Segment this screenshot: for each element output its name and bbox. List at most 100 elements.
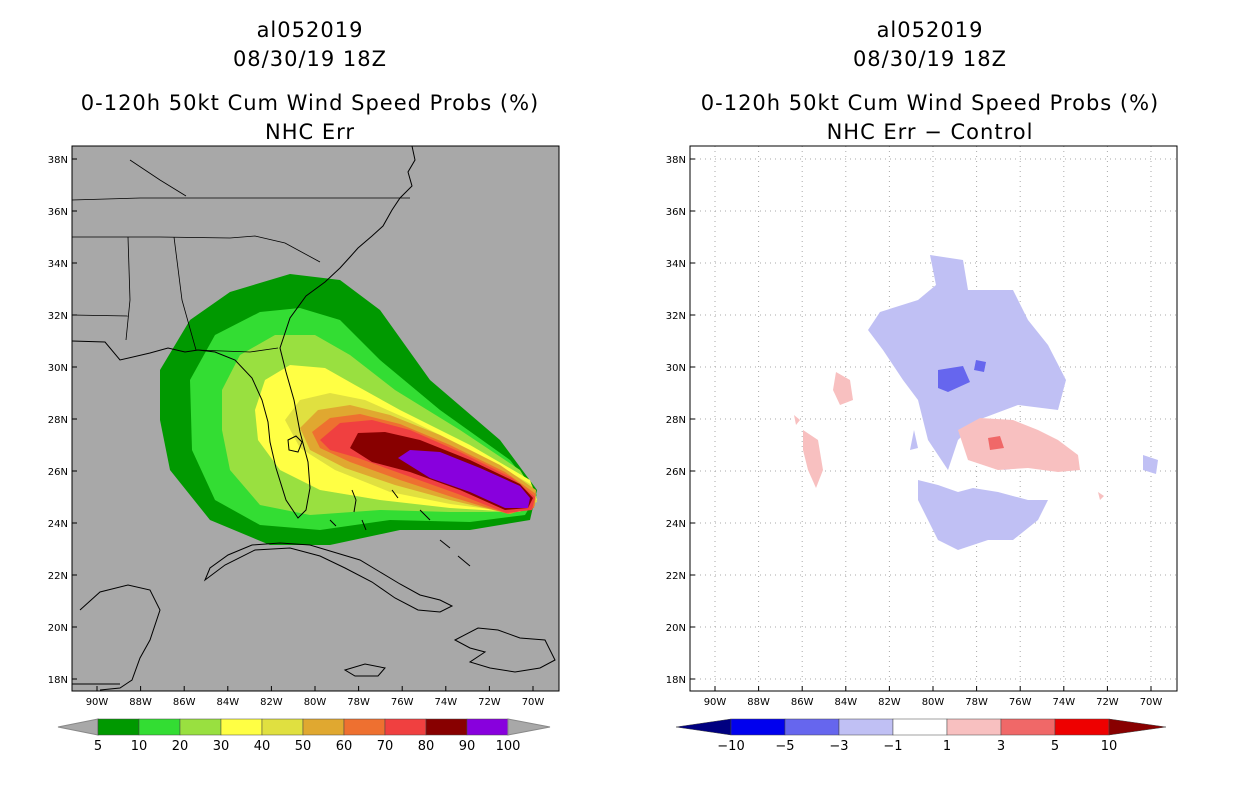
colorbar-swatch [1000, 718, 1056, 736]
lon-label: 88W [747, 697, 770, 708]
lat-label: 22N [48, 571, 68, 582]
lat-label: 30N [666, 363, 686, 374]
colorbar-swatch [138, 718, 181, 736]
lat-label: 24N [666, 519, 686, 530]
left-subtitle: NHC Err [264, 120, 355, 144]
lon-label: 74W [1052, 697, 1075, 708]
left-lon-labels: 90W 88W 86W 84W 82W 80W 78W 76W 74W 72W 70W [86, 686, 545, 708]
colorbar-label: 10 [1101, 739, 1118, 754]
colorbar-label: 80 [418, 739, 435, 754]
colorbar-swatch [838, 718, 894, 736]
left-probability-contours [160, 274, 537, 545]
left-datetime: 08/30/19 18Z [232, 47, 388, 71]
colorbar-label: 40 [254, 739, 271, 754]
right-map-panel: 38N 36N 34N 32N 30N 28N 26N 24N 22N 20N 18N 90W 88W… [666, 145, 1178, 754]
lat-label: 26N [48, 467, 68, 478]
lat-label: 30N [48, 363, 68, 374]
colorbar-swatch [220, 718, 263, 736]
lat-label: 26N [666, 467, 686, 478]
lat-label: 24N [48, 519, 68, 530]
lat-label: 36N [48, 207, 68, 218]
right-lon-labels: 90W 88W 86W 84W 82W 80W 78W 76W 74W 72W 70W [704, 686, 1163, 708]
lat-label: 38N [666, 155, 686, 166]
colorbar-swatch [343, 718, 386, 736]
lat-label: 18N [48, 675, 68, 686]
colorbar-label: 70 [377, 739, 394, 754]
left-storm-id: al052019 [256, 18, 364, 42]
right-lat-labels: 38N 36N 34N 32N 30N 28N 26N 24N 22N 20N 18N [666, 155, 695, 686]
lat-label: 34N [48, 259, 68, 270]
colorbar-label: 60 [336, 739, 353, 754]
colorbar-low-arrow [57, 718, 99, 736]
colorbar-high-arrow [507, 718, 551, 736]
left-lat-labels: 38N 36N 34N 32N 30N 28N 26N 24N 22N 20N 18N [48, 155, 77, 686]
lon-label: 84W [216, 697, 239, 708]
colorbar-low-arrow [675, 718, 732, 736]
right-gridlines [690, 146, 1177, 691]
colorbar-label: 20 [172, 739, 189, 754]
lon-label: 84W [834, 697, 857, 708]
colorbar-label: 3 [997, 739, 1005, 754]
lat-label: 32N [666, 311, 686, 322]
colorbar-swatch [946, 718, 1002, 736]
lon-label: 72W [478, 697, 501, 708]
lon-label: 76W [1009, 697, 1032, 708]
colorbar-swatch [466, 718, 509, 736]
colorbar-label: −1 [883, 739, 902, 754]
colorbar-swatch [97, 718, 140, 736]
colorbar-swatch [384, 718, 427, 736]
lon-label: 76W [391, 697, 414, 708]
colorbar-label: −5 [775, 739, 794, 754]
lon-label: 82W [878, 697, 901, 708]
colorbar-swatch [179, 718, 222, 736]
colorbar-label: 5 [94, 739, 102, 754]
colorbar-swatch [425, 718, 468, 736]
lat-label: 32N [48, 311, 68, 322]
lon-label: 80W [304, 697, 327, 708]
lon-label: 80W [922, 697, 945, 708]
left-title: 0-120h 50kt Cum Wind Speed Probs (%) [80, 91, 540, 115]
colorbar-label: 30 [213, 739, 230, 754]
lat-label: 18N [666, 675, 686, 686]
colorbar-swatch [261, 718, 304, 736]
lon-label: 88W [129, 697, 152, 708]
lon-label: 86W [173, 697, 196, 708]
colorbar-label: 50 [295, 739, 312, 754]
lon-label: 74W [434, 697, 457, 708]
lat-label: 22N [666, 571, 686, 582]
lon-label: 90W [704, 697, 727, 708]
colorbar-swatch [730, 718, 786, 736]
colorbar-swatch [784, 718, 840, 736]
colorbar-label: 100 [496, 739, 521, 754]
lat-label: 28N [48, 415, 68, 426]
lat-label: 28N [666, 415, 686, 426]
lon-label: 72W [1096, 697, 1119, 708]
lon-label: 90W [86, 697, 109, 708]
left-colorbar: 5 10 20 30 40 50 60 70 80 90 100 [57, 718, 551, 754]
colorbar-swatch [892, 718, 948, 736]
lon-label: 70W [1140, 697, 1163, 708]
colorbar-label: 90 [459, 739, 476, 754]
colorbar-swatch [1054, 718, 1110, 736]
lon-label: 82W [260, 697, 283, 708]
colorbar-label: −3 [829, 739, 848, 754]
lat-label: 36N [666, 207, 686, 218]
lon-label: 78W [965, 697, 988, 708]
right-title: 0-120h 50kt Cum Wind Speed Probs (%) [700, 91, 1160, 115]
right-colorbar: −10 −5 −3 −1 1 3 5 10 [675, 718, 1167, 754]
colorbar-label: 1 [943, 739, 951, 754]
lat-label: 20N [48, 623, 68, 634]
lon-label: 78W [347, 697, 370, 708]
right-subtitle: NHC Err − Control [826, 120, 1034, 144]
lat-label: 20N [666, 623, 686, 634]
colorbar-label: 10 [131, 739, 148, 754]
lat-label: 38N [48, 155, 68, 166]
lon-label: 70W [522, 697, 545, 708]
lon-label: 86W [791, 697, 814, 708]
colorbar-swatch [302, 718, 345, 736]
right-storm-id: al052019 [876, 18, 984, 42]
lat-label: 34N [666, 259, 686, 270]
colorbar-label: 5 [1051, 739, 1059, 754]
right-datetime: 08/30/19 18Z [852, 47, 1008, 71]
